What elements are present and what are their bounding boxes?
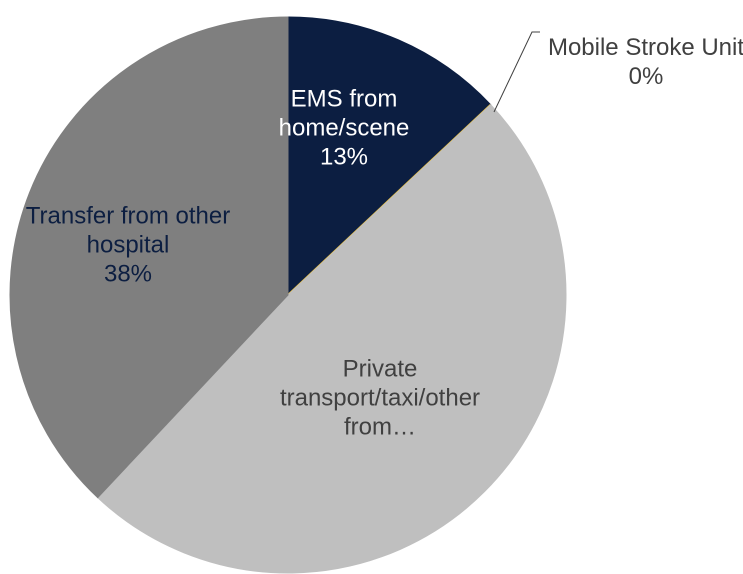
value-label: 0%	[628, 63, 664, 90]
pie-slice	[9, 16, 289, 499]
slices	[9, 16, 567, 574]
category-label: Private transport/taxi/other from…	[279, 355, 481, 441]
pie-slice	[96, 103, 567, 574]
slice-label: Mobile Stroke Unit 0%	[546, 33, 743, 91]
category-label: Transfer from other hospital	[25, 202, 231, 259]
slice-label: Transfer from other hospital 38%	[23, 202, 233, 289]
category-label: Mobile Stroke Unit	[547, 34, 743, 61]
slice-label: EMS from home/scene 13%	[264, 85, 424, 172]
value-label: 38%	[103, 260, 153, 288]
pie-slice	[287, 16, 492, 297]
slice-label: Private transport/taxi/other from…	[250, 355, 510, 442]
leader-line	[493, 31, 540, 113]
category-label: EMS from home/scene	[278, 85, 410, 142]
value-label: 13%	[319, 143, 369, 171]
